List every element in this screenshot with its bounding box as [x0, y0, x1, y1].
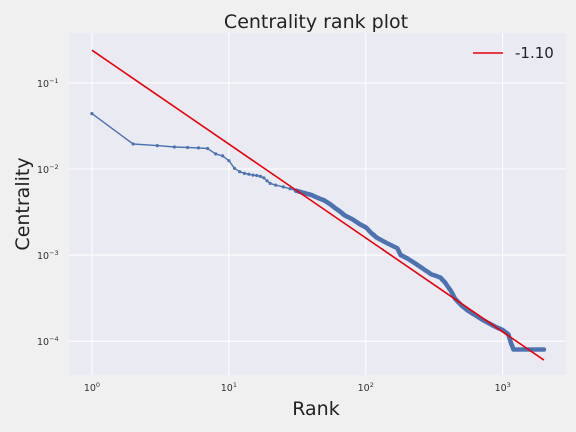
centrality-point: [155, 144, 159, 148]
centrality-point: [131, 142, 135, 146]
fit-line: [91, 49, 545, 361]
y-tick-label: 10−1: [37, 77, 59, 90]
centrality-point: [258, 174, 262, 178]
centrality-point: [274, 183, 278, 187]
y-tick-labels: 10−4 10−3 10−2 10−1: [37, 77, 59, 348]
centrality-point: [227, 159, 231, 163]
x-tick-label: 103: [495, 381, 511, 394]
x-tick-label: 100: [84, 381, 100, 394]
y-axis-label: Centrality: [12, 157, 34, 250]
centrality-point: [247, 172, 251, 176]
centrality-point: [540, 347, 545, 352]
legend: -1.10: [473, 44, 554, 62]
grid-lines: [69, 33, 566, 375]
centrality-point: [214, 152, 218, 156]
centrality-point: [382, 239, 387, 244]
y-tick-label: 10−4: [37, 335, 59, 348]
centrality-point: [262, 176, 266, 180]
x-tick-labels: 100 101 102 103: [84, 381, 511, 394]
centrality-point: [288, 187, 292, 191]
centrality-point: [221, 154, 225, 158]
y-tick-label: 10−2: [37, 163, 59, 176]
legend-label: -1.10: [515, 44, 554, 62]
centrality-point: [268, 181, 272, 185]
centrality-point: [281, 185, 285, 189]
x-tick-label: 102: [358, 381, 374, 394]
centrality-point: [232, 166, 237, 170]
centrality-point: [172, 145, 176, 149]
centrality-point: [196, 146, 201, 150]
centrality-point: [186, 145, 190, 150]
centrality-point: [90, 112, 94, 116]
y-tick-label: 10−3: [37, 249, 59, 262]
x-tick-label: 101: [221, 381, 237, 394]
chart-title: Centrality rank plot: [224, 11, 408, 33]
centrality-point: [255, 173, 259, 178]
centrality-point: [238, 170, 242, 174]
centrality-point: [206, 146, 210, 151]
series-layer: [90, 49, 547, 361]
centrality-point: [518, 347, 524, 352]
centrality-point: [251, 173, 255, 177]
centrality-point: [242, 171, 247, 175]
centrality-point: [265, 179, 269, 183]
x-axis-label: Rank: [292, 398, 339, 420]
